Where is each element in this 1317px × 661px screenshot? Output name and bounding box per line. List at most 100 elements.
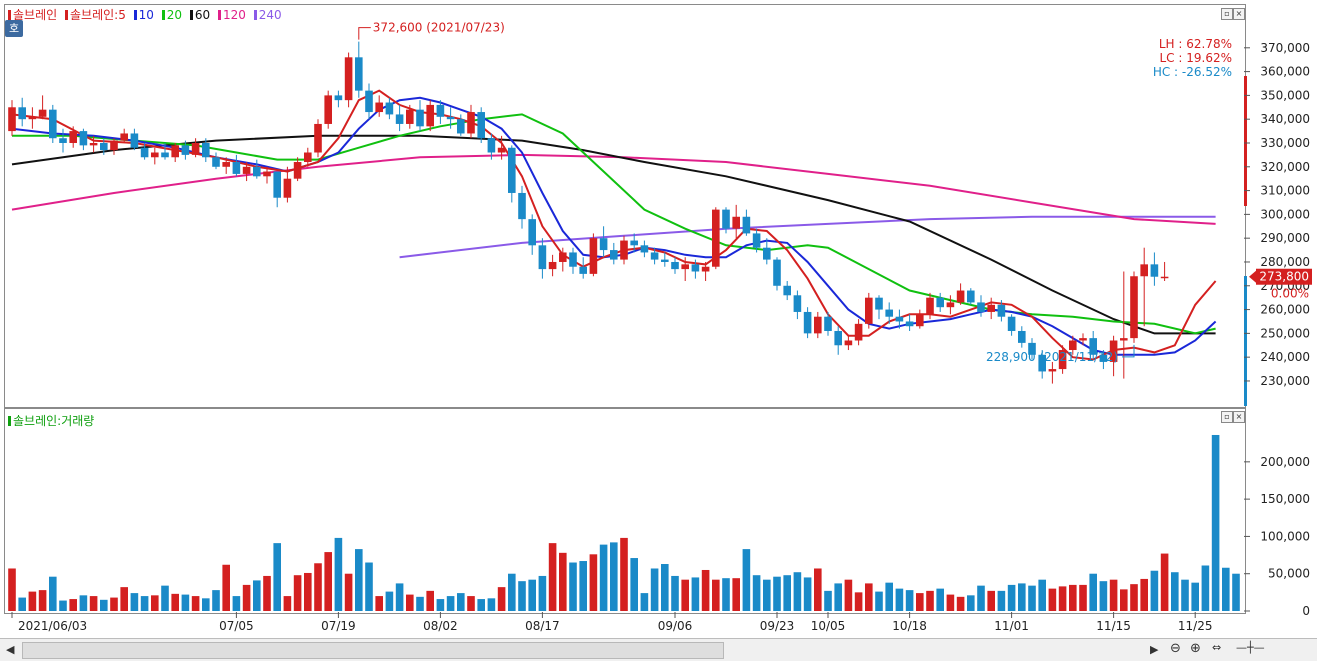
volume-bar <box>671 575 679 611</box>
candle-body <box>1007 316 1016 331</box>
candle-body <box>548 261 557 270</box>
price-panel-close-button[interactable]: × <box>1233 8 1245 20</box>
candle-body <box>59 138 67 143</box>
volume-bar <box>8 568 16 611</box>
candle-body <box>38 109 47 117</box>
ma-line-10 <box>11 96 1217 356</box>
candle-body <box>69 131 77 143</box>
candle-body <box>824 316 832 331</box>
current-price-box <box>1256 268 1312 285</box>
candle-body <box>1150 264 1159 277</box>
fit-icon[interactable]: ⇔ <box>1212 641 1222 654</box>
candle-body <box>875 297 883 310</box>
x-tick-label: 07/05 <box>219 619 254 633</box>
candle-body <box>395 114 404 124</box>
volume-bar <box>752 575 761 611</box>
volume-bar <box>661 564 669 611</box>
price-tick-label: 250,000 <box>1260 326 1310 340</box>
volume-bar <box>630 558 638 611</box>
price-legend: 솔브레인 솔브레인:5 10 20 60 120 240 <box>8 6 286 23</box>
candle-body <box>936 297 944 308</box>
candle-body <box>559 252 567 262</box>
candle-body <box>365 90 373 113</box>
ma-line-240 <box>399 215 1216 259</box>
volume-bar <box>834 583 842 611</box>
zoom-out-icon[interactable]: ⊖ <box>1170 641 1181 656</box>
candle-body <box>783 285 791 296</box>
candle-body <box>650 252 659 260</box>
candle-body <box>691 264 700 272</box>
candle-body <box>375 102 383 113</box>
volume-bar <box>548 543 557 611</box>
volume-bar <box>1089 573 1097 611</box>
price-range-bar-down <box>1244 276 1247 406</box>
x-tick-label: 10/05 <box>811 619 846 633</box>
volume-bar <box>773 576 781 611</box>
candle-body <box>742 216 751 234</box>
legend-item-6[interactable]: 240 <box>253 8 284 22</box>
scroll-right-icon[interactable]: ▶ <box>1150 643 1159 656</box>
volume-bar <box>1048 588 1057 611</box>
candle-body <box>773 259 781 286</box>
candle-body <box>1140 264 1148 277</box>
legend-item-5[interactable]: 120 <box>218 8 248 22</box>
volume-bar <box>1150 570 1159 611</box>
candle-body <box>1160 276 1169 279</box>
candle-body <box>752 233 761 248</box>
volume-bar <box>467 596 475 611</box>
legend-item-3[interactable]: 20 <box>161 8 184 22</box>
volume-bar <box>783 575 791 611</box>
price-panel-max-button[interactable]: ▫ <box>1221 8 1233 20</box>
candle-body <box>844 340 853 346</box>
volume-bar <box>344 573 353 611</box>
current-change-label: 0.00% <box>1271 287 1309 301</box>
candle-body <box>885 309 893 317</box>
candle-body <box>89 142 98 146</box>
candle-body <box>1058 350 1067 370</box>
candle-body <box>722 209 730 229</box>
scroll-thumb[interactable] <box>22 642 724 659</box>
scroll-left-icon[interactable]: ◀ <box>6 643 15 656</box>
volume-bar <box>232 596 241 611</box>
candle-body <box>28 116 37 120</box>
legend-item-4[interactable]: 60 <box>189 8 212 22</box>
low-marker-line <box>1122 344 1135 358</box>
zoom-slider[interactable]: —┼— <box>1236 641 1265 654</box>
legend-item-1[interactable]: 솔브레인:5 <box>65 8 128 22</box>
price-tick-label: 370,000 <box>1260 41 1310 55</box>
legend-item-2[interactable]: 10 <box>133 8 156 22</box>
volume-bar <box>38 590 47 611</box>
x-tick-label: 11/01 <box>994 619 1029 633</box>
volume-bar <box>528 579 536 611</box>
candle-body <box>1048 369 1057 372</box>
candle-body <box>283 178 292 198</box>
candle-body <box>865 297 873 324</box>
candle-body <box>712 209 720 267</box>
candle-body <box>997 304 1006 317</box>
volume-panel-max-button[interactable]: ▫ <box>1221 411 1233 423</box>
candle-body <box>895 316 904 322</box>
x-tick-label: 09/06 <box>658 619 693 633</box>
candle-body <box>140 147 149 158</box>
x-tick-label: 08/02 <box>423 619 458 633</box>
volume-bar <box>1038 579 1046 611</box>
x-tick-label: 2021/06/03 <box>18 619 87 633</box>
high-annotation: 372,600 (2021/07/23) <box>373 21 505 35</box>
horizontal-scrollbar[interactable]: ◀ ▶ ⊖ ⊕ ⇔ —┼— <box>0 638 1317 661</box>
candle-body <box>467 112 475 134</box>
candle-body <box>732 216 740 229</box>
candle-body <box>171 145 179 158</box>
candle-body <box>926 297 934 315</box>
price-range-bar-up <box>1244 76 1247 206</box>
volume-bar <box>1058 586 1067 611</box>
x-tick-label: 11/15 <box>1096 619 1131 633</box>
volume-panel-close-button[interactable]: × <box>1233 411 1245 423</box>
high-marker-line <box>358 27 371 40</box>
legend-item-0[interactable]: 솔브레인 <box>8 8 59 22</box>
mode-badge[interactable]: 호 <box>5 20 23 37</box>
candle-body <box>569 252 577 267</box>
zoom-in-icon[interactable]: ⊕ <box>1190 641 1201 656</box>
volume-bar <box>446 596 455 611</box>
candle-body <box>1109 340 1118 362</box>
candle-body <box>416 109 424 127</box>
